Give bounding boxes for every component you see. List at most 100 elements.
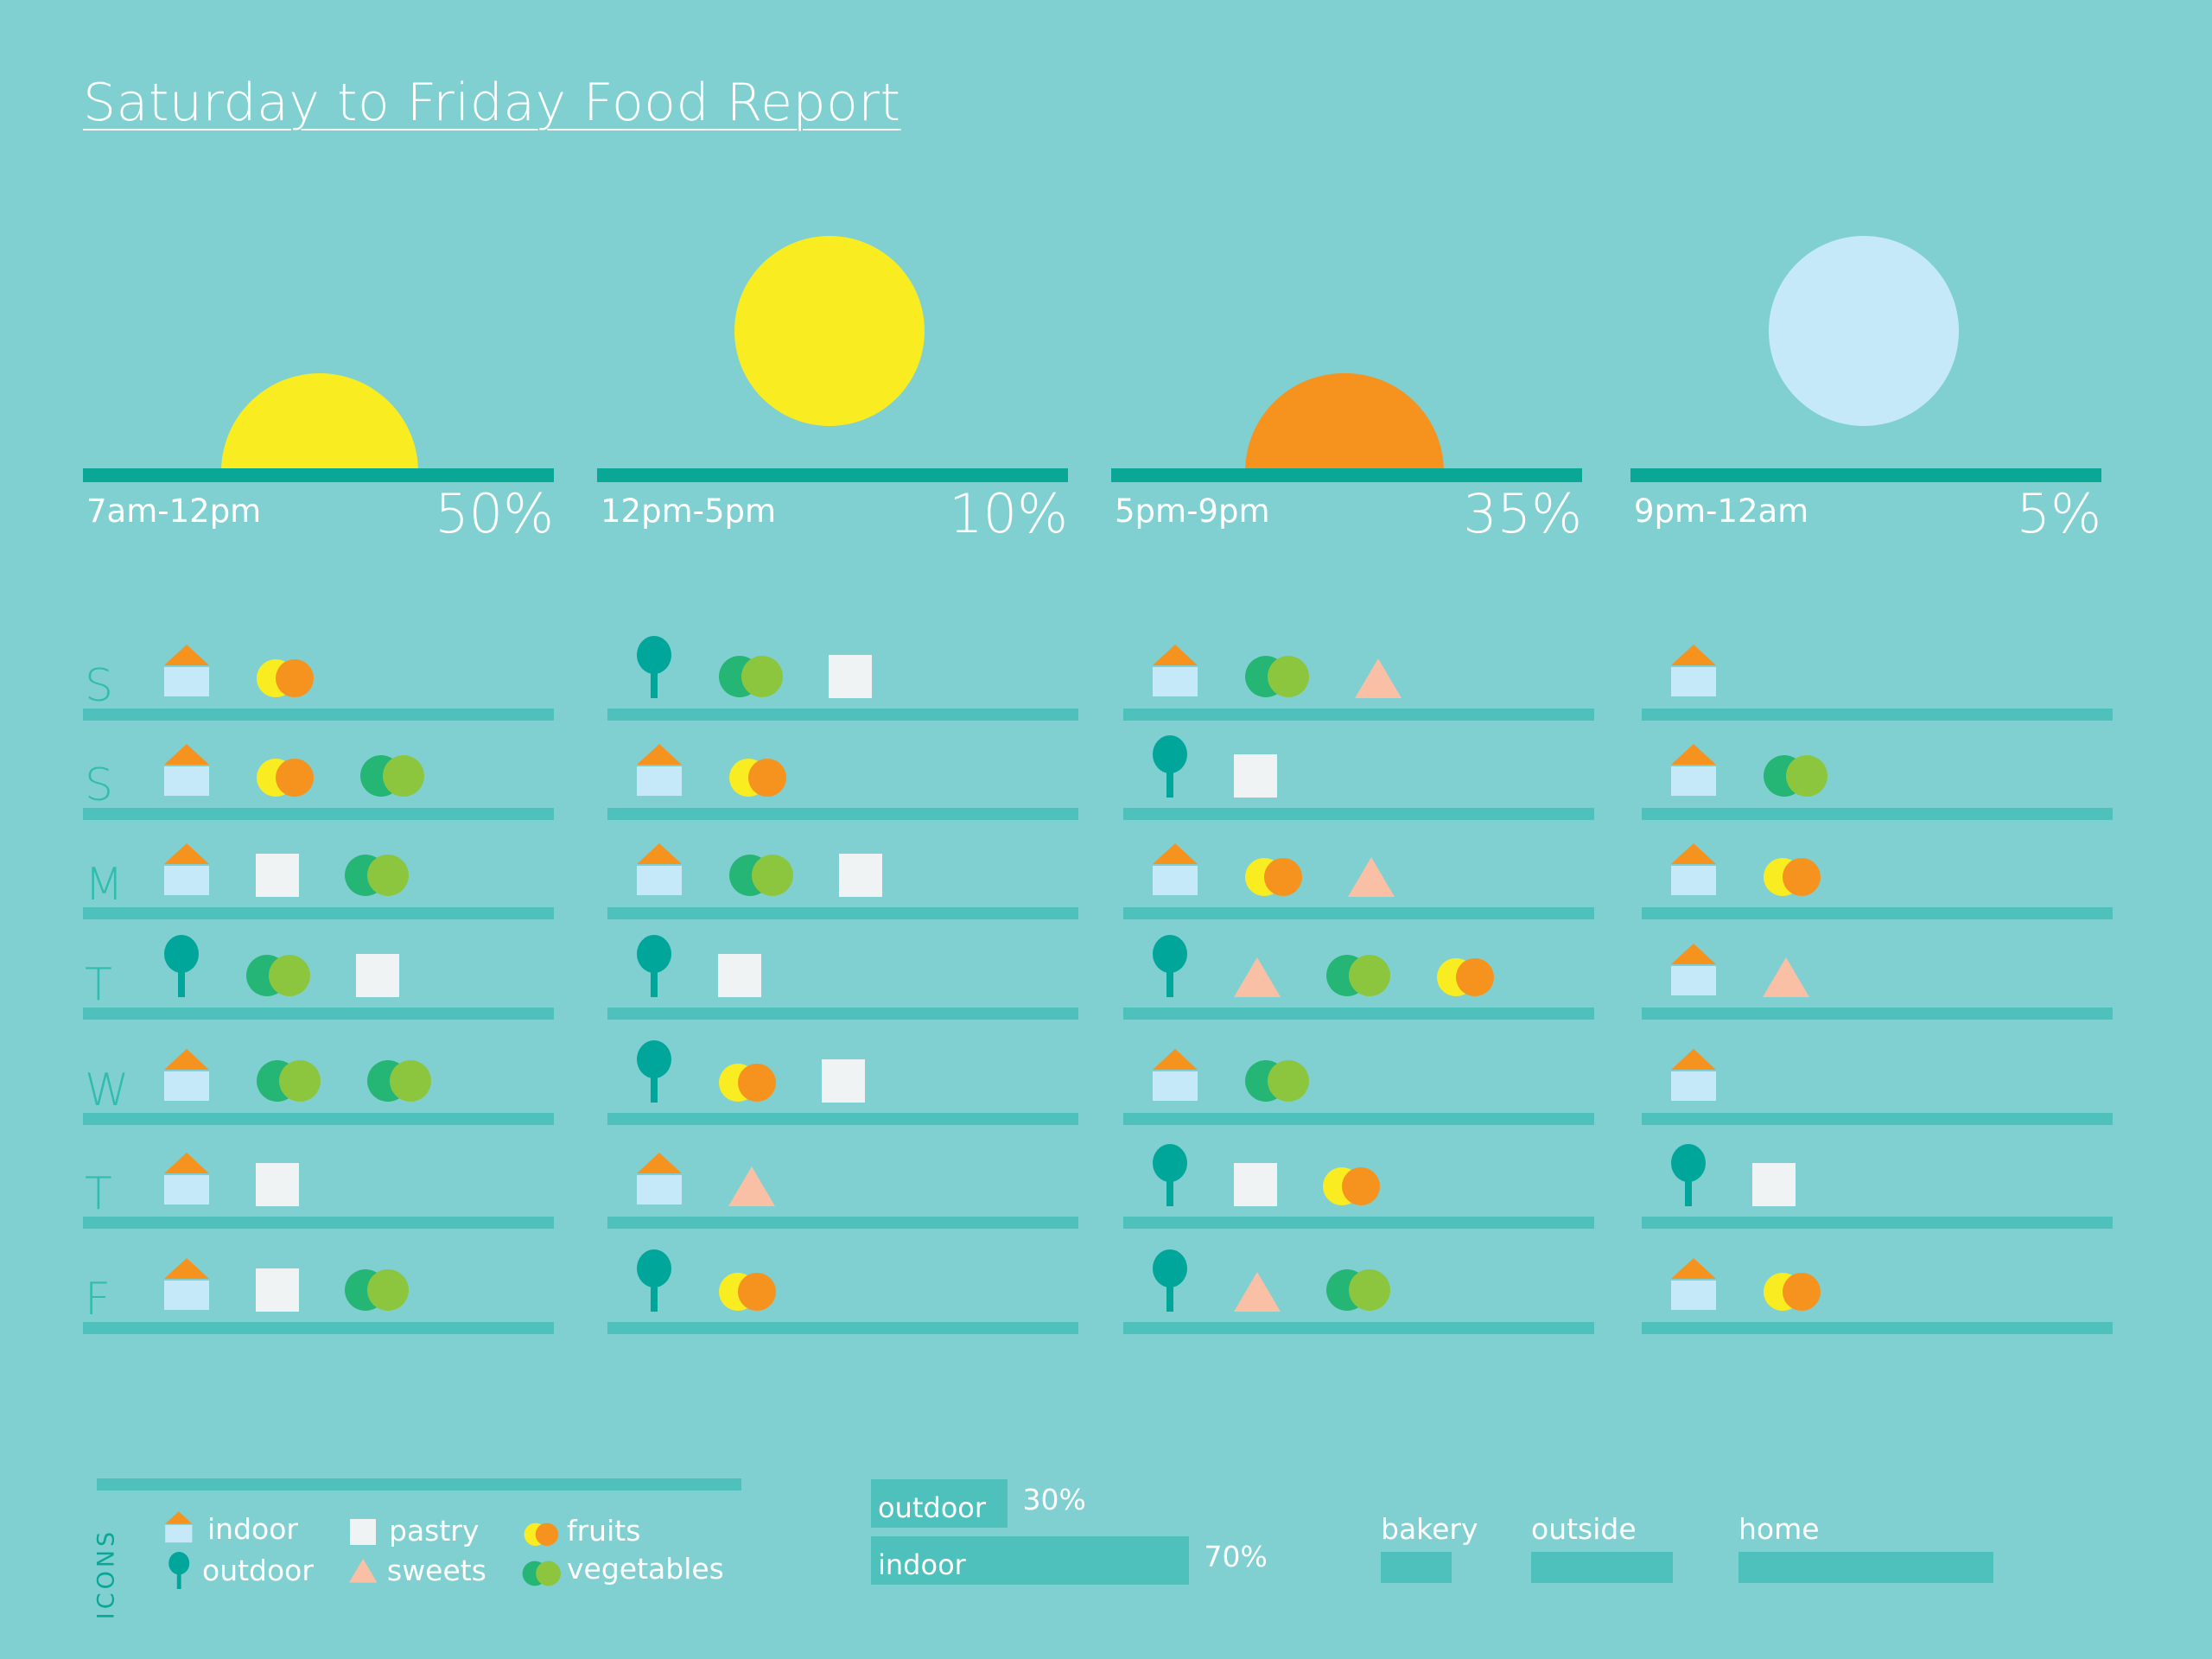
period-bar — [1111, 468, 1582, 482]
pastry-icon — [839, 854, 882, 900]
row-line — [83, 1217, 554, 1229]
row-line — [607, 808, 1078, 820]
outdoor-icon — [635, 1040, 673, 1106]
day-label: S — [85, 760, 114, 811]
vegetables-icon — [718, 655, 784, 702]
indoor-icon — [635, 842, 683, 900]
place-outside-label: outside — [1531, 1512, 1637, 1546]
sunset-icon — [1245, 373, 1444, 472]
vegetables-icon — [1325, 954, 1391, 1001]
sweets-icon — [728, 1166, 775, 1210]
sweets-icon — [1763, 957, 1809, 1001]
row-line — [1123, 1322, 1594, 1334]
period-bar — [597, 468, 1068, 482]
outdoor-icon — [162, 935, 200, 1001]
outdoor-icon — [635, 1249, 673, 1315]
sunrise-icon — [221, 373, 418, 472]
period-bar — [83, 468, 554, 482]
legend-pastry-label: pastry — [389, 1514, 480, 1548]
vegetables-icon — [1244, 655, 1310, 702]
fruits-icon — [728, 758, 787, 801]
row-line — [1123, 1113, 1594, 1125]
indoor-icon — [162, 1256, 211, 1315]
row-line — [83, 907, 554, 919]
vegetables-icon — [1325, 1268, 1391, 1315]
row-line — [83, 1007, 554, 1020]
vegetables-icon — [344, 1268, 410, 1315]
page-title: Saturday to Friday Food Report — [83, 73, 901, 133]
indoor-icon — [162, 1151, 211, 1210]
legend-outdoor-label: outdoor — [202, 1554, 314, 1587]
legend-indoor-icon — [164, 1510, 194, 1547]
row-line — [83, 709, 554, 721]
row-line — [607, 1113, 1078, 1125]
pastry-icon — [1234, 1163, 1277, 1210]
outdoor-share-bar — [871, 1479, 1007, 1528]
indoor-icon — [1669, 643, 1718, 702]
vegetables-icon — [344, 854, 410, 900]
vegetables-icon — [256, 1059, 321, 1106]
place-bakery-label: bakery — [1381, 1512, 1478, 1546]
row-line — [1123, 808, 1594, 820]
pastry-icon — [256, 1163, 299, 1210]
period-bar — [1630, 468, 2101, 482]
outdoor-icon — [1151, 1144, 1189, 1210]
row-line — [83, 1113, 554, 1125]
moon-icon — [1769, 236, 1959, 426]
fruits-icon — [1763, 1272, 1821, 1315]
fruits-icon — [1436, 957, 1495, 1001]
place-outside-bar — [1531, 1552, 1673, 1583]
row-line — [607, 1007, 1078, 1020]
row-line — [83, 808, 554, 820]
sweets-icon — [1234, 1272, 1281, 1315]
period-range: 12pm-5pm — [601, 493, 777, 530]
pastry-icon — [1752, 1163, 1796, 1210]
pastry-icon — [718, 954, 761, 1001]
row-line — [1642, 907, 2113, 919]
indoor-icon — [1669, 1047, 1718, 1106]
pastry-icon — [256, 1268, 299, 1315]
period-5pm-9pm: 5pm-9pm 35% — [1111, 207, 1582, 562]
indoor-icon — [1151, 643, 1199, 702]
legend-sweets-label: sweets — [387, 1554, 486, 1587]
row-line — [607, 1217, 1078, 1229]
outdoor-icon — [1151, 935, 1189, 1001]
legend-heading: ICONS — [92, 1528, 120, 1620]
period-7am-12pm: 7am-12pm 50% — [83, 207, 554, 562]
sweets-icon — [1234, 957, 1281, 1001]
period-percent: 50% — [435, 482, 554, 545]
row-line — [1123, 709, 1594, 721]
period-range: 9pm-12am — [1634, 493, 1809, 530]
outdoor-icon — [635, 935, 673, 1001]
row-line — [1642, 1007, 2113, 1020]
legend-outdoor-icon — [168, 1552, 190, 1592]
period-percent: 10% — [949, 482, 1068, 545]
place-home-label: home — [1738, 1512, 1820, 1546]
indoor-share-percent: 70% — [1204, 1540, 1268, 1573]
row-line — [1123, 907, 1594, 919]
indoor-icon — [635, 1151, 683, 1210]
place-bakery-bar — [1381, 1552, 1452, 1583]
pastry-icon — [829, 655, 872, 702]
day-label: T — [85, 959, 112, 1011]
row-line — [607, 1322, 1078, 1334]
day-label: F — [85, 1274, 111, 1325]
pastry-icon — [822, 1059, 865, 1106]
sun-icon — [734, 236, 925, 426]
indoor-icon — [1669, 742, 1718, 801]
day-label: W — [85, 1065, 130, 1116]
fruits-icon — [718, 1063, 777, 1106]
period-percent: 35% — [1463, 482, 1582, 545]
outdoor-share-percent: 30% — [1022, 1483, 1086, 1516]
row-line — [1642, 808, 2113, 820]
indoor-icon — [162, 1047, 211, 1106]
period-12pm-5pm: 12pm-5pm 10% — [597, 207, 1068, 562]
outdoor-icon — [1151, 735, 1189, 801]
legend-fruits-icon — [524, 1522, 559, 1550]
legend-fruits-label: fruits — [567, 1514, 641, 1548]
pastry-icon — [256, 854, 299, 900]
row-line — [83, 1322, 554, 1334]
indoor-icon — [1669, 942, 1718, 1001]
day-label: T — [85, 1168, 112, 1220]
row-line — [607, 907, 1078, 919]
